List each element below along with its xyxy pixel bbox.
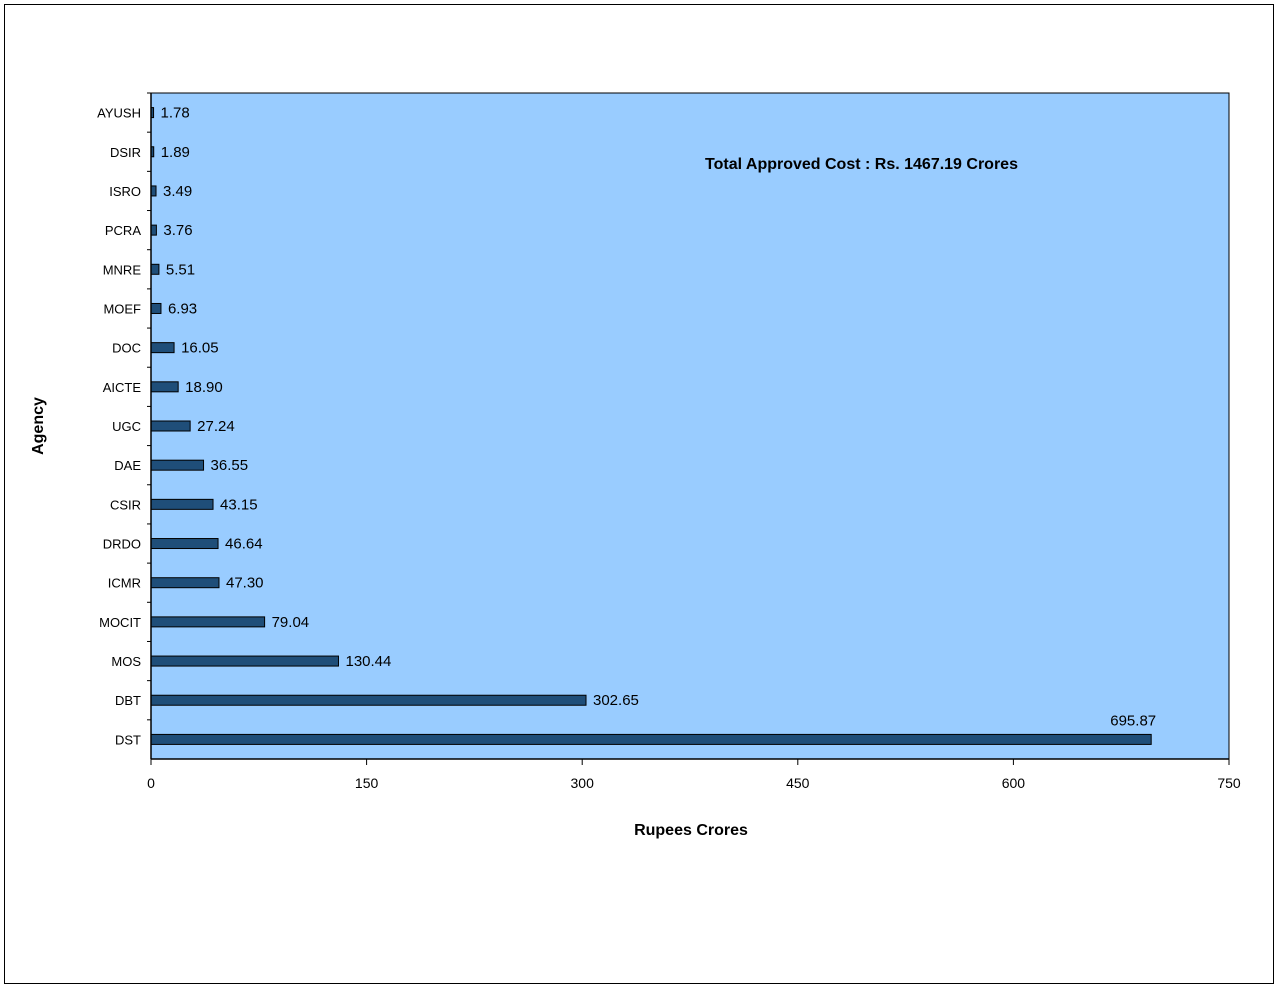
data-label-doc: 16.05 [181,340,219,357]
bar-mos [150,655,339,667]
bar-mocit [150,616,266,628]
category-label-dst: DST [115,732,141,747]
plot-area [150,92,1230,760]
category-label-dae: DAE [114,458,141,473]
category-label-dbt: DBT [115,693,141,708]
category-label-isro: ISRO [109,184,141,199]
data-label-icmr: 47.30 [226,575,264,592]
data-label-aicte: 18.90 [185,379,223,396]
category-label-mocit: MOCIT [99,615,141,630]
bar-doc [150,342,175,354]
category-label-icmr: ICMR [108,576,141,591]
data-label-moef: 6.93 [168,300,197,317]
category-label-pcra: PCRA [105,223,141,238]
data-label-drdo: 46.64 [225,536,263,553]
bar-dst [150,733,1152,745]
bar-mnre [150,263,160,275]
category-label-moef: MOEF [103,301,141,316]
x-tick-label: 450 [786,775,810,791]
data-label-dst: 695.87 [1110,712,1156,729]
category-label-aicte: AICTE [103,380,142,395]
bar-isro [150,185,157,197]
data-label-mos: 130.44 [345,653,391,670]
bar-moef [150,302,162,314]
bar-drdo [150,538,219,550]
bar-ugc [150,420,191,432]
x-axis-title: Rupees Crores [634,822,748,839]
data-label-csir: 43.15 [220,496,258,513]
data-label-mocit: 79.04 [272,614,310,631]
data-label-ayush: 1.78 [161,105,190,122]
category-label-dsir: DSIR [110,145,141,160]
data-label-dbt: 302.65 [593,692,639,709]
category-label-drdo: DRDO [103,537,141,552]
bar-pcra [150,224,157,236]
bar-csir [150,498,214,510]
category-label-csir: CSIR [110,497,141,512]
x-tick-label: 150 [355,775,379,791]
y-axis-title: Agency [30,397,47,455]
data-label-dsir: 1.89 [161,144,190,161]
x-tick-label: 300 [571,775,595,791]
x-tick-label: 600 [1002,775,1026,791]
category-label-doc: DOC [112,341,141,356]
data-label-isro: 3.49 [163,183,192,200]
bar-chart: 1.78 1.89 3.49 3.76 5.51 6.93 16.05 18.90 27.24 3… [30,92,1241,839]
bar-icmr [150,577,220,589]
data-label-pcra: 3.76 [163,222,192,239]
data-label-dae: 36.55 [211,457,249,474]
chart-frame: 1.78 1.89 3.49 3.76 5.51 6.93 16.05 18.90 27.24 3… [4,4,1274,984]
category-label-mos: MOS [111,654,141,669]
data-label-mnre: 5.51 [166,261,195,278]
data-label-ugc: 27.24 [197,418,235,435]
bar-dbt [150,694,587,706]
x-tick-label: 750 [1217,775,1241,791]
annotation-total-cost: Total Approved Cost : Rs. 1467.19 Crores [705,156,1018,173]
category-label-mnre: MNRE [103,262,142,277]
bar-dae [150,459,205,471]
category-label-ugc: UGC [112,419,141,434]
category-label-ayush: AYUSH [97,106,141,121]
x-tick-label: 0 [147,775,155,791]
bar-aicte [150,381,179,393]
